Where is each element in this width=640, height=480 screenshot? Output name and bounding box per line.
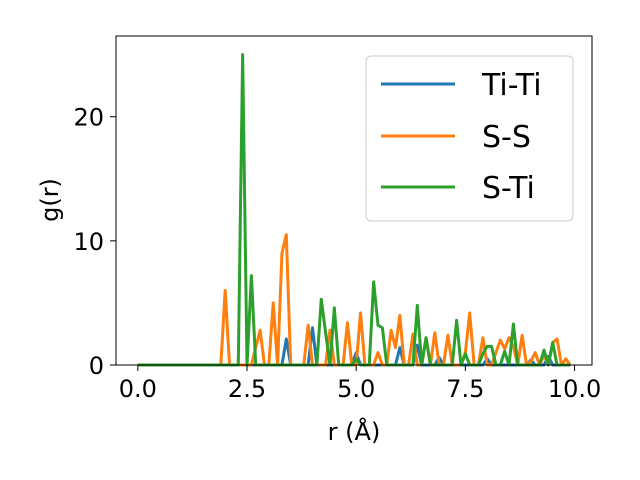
x-tick-label: 10.0 [548, 375, 601, 403]
x-tick-label: 2.5 [228, 375, 266, 403]
legend: Ti-Ti S-S S-Ti [365, 55, 574, 222]
x-tick-label: 5.0 [337, 375, 375, 403]
legend-label-s-s: S-S [482, 120, 531, 155]
series-line-s-ti [137, 53, 571, 367]
plot-frame [115, 35, 593, 366]
plot-lines [137, 53, 572, 367]
y-tick-label: 10 [73, 228, 104, 256]
legend-box [365, 55, 574, 222]
y-tick-label: 0 [89, 352, 104, 380]
x-axis-ticks: 0.0 2.5 5.0 7.5 10.0 [119, 365, 601, 403]
legend-label-s-ti: S-Ti [482, 171, 535, 206]
y-axis-ticks: 0 10 20 [73, 104, 116, 380]
y-axis-label: g(r) [36, 178, 64, 222]
x-tick-label: 0.0 [119, 375, 157, 403]
legend-label-ti-ti: Ti-Ti [481, 68, 542, 103]
x-tick-label: 7.5 [446, 375, 484, 403]
y-tick-label: 20 [73, 104, 104, 132]
x-axis-label: r (Å) [328, 417, 381, 446]
